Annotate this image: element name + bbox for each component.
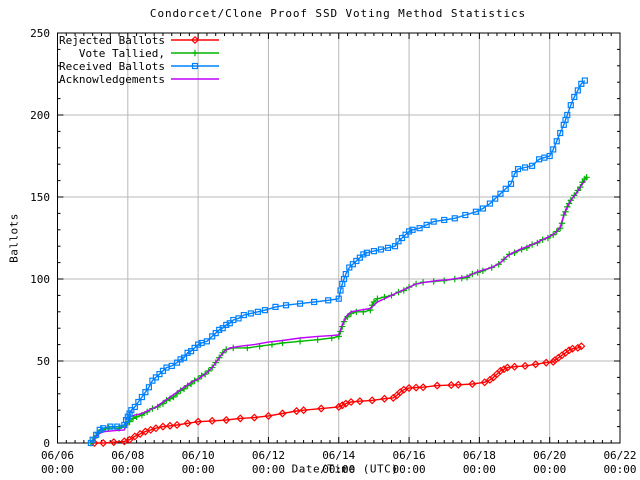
legend-item-vote-tallied: Vote Tallied,: [79, 47, 219, 60]
svg-text:00:00: 00:00: [111, 463, 144, 476]
svg-text:06/12: 06/12: [252, 449, 285, 462]
svg-text:00:00: 00:00: [182, 463, 215, 476]
svg-text:Rejected Ballots: Rejected Ballots: [59, 34, 165, 47]
series-acknowledgements: [90, 180, 586, 444]
y-tick-labels: 0 50 100 150 200 250: [30, 27, 50, 450]
y-axis-label: Ballots: [7, 213, 21, 263]
svg-text:06/06: 06/06: [41, 449, 74, 462]
svg-text:06/16: 06/16: [393, 449, 426, 462]
svg-text:0: 0: [43, 437, 50, 450]
svg-text:00:00: 00:00: [603, 463, 636, 476]
svg-text:200: 200: [30, 109, 50, 122]
svg-text:00:00: 00:00: [463, 463, 496, 476]
svg-text:250: 250: [30, 27, 50, 40]
svg-text:06/10: 06/10: [182, 449, 215, 462]
svg-text:06/22: 06/22: [603, 449, 636, 462]
svg-text:00:00: 00:00: [41, 463, 74, 476]
svg-text:06/08: 06/08: [111, 449, 144, 462]
svg-text:100: 100: [30, 273, 50, 286]
svg-text:06/18: 06/18: [463, 449, 496, 462]
x-tick-labels: 06/0600:0006/0800:0006/1000:0006/1200:00…: [41, 449, 637, 476]
svg-text:Vote Tallied,: Vote Tallied,: [79, 47, 165, 60]
legend-item-rejected-ballots: Rejected Ballots: [59, 34, 219, 47]
svg-text:Received Ballots: Received Ballots: [59, 60, 165, 73]
series-rejected-ballots: [90, 342, 586, 448]
legend-item-acknowledgements: Acknowledgements: [59, 73, 219, 86]
x-axis-label: Date/Time (UTC): [291, 462, 399, 476]
svg-text:00:00: 00:00: [322, 463, 355, 476]
svg-text:150: 150: [30, 191, 50, 204]
svg-text:06/14: 06/14: [322, 449, 355, 462]
legend-item-received-ballots: Received Ballots: [59, 60, 219, 73]
svg-text:00:00: 00:00: [252, 463, 285, 476]
svg-text:00:00: 00:00: [393, 463, 426, 476]
svg-text:00:00: 00:00: [533, 463, 566, 476]
series-received-ballots: [87, 77, 588, 447]
chart-title: Condorcet/Clone Proof SSD Voting Method …: [149, 7, 527, 20]
gridlines: [57, 33, 620, 443]
svg-text:06/20: 06/20: [533, 449, 566, 462]
svg-text:50: 50: [37, 355, 50, 368]
svg-text:Acknowledgements: Acknowledgements: [59, 73, 165, 86]
